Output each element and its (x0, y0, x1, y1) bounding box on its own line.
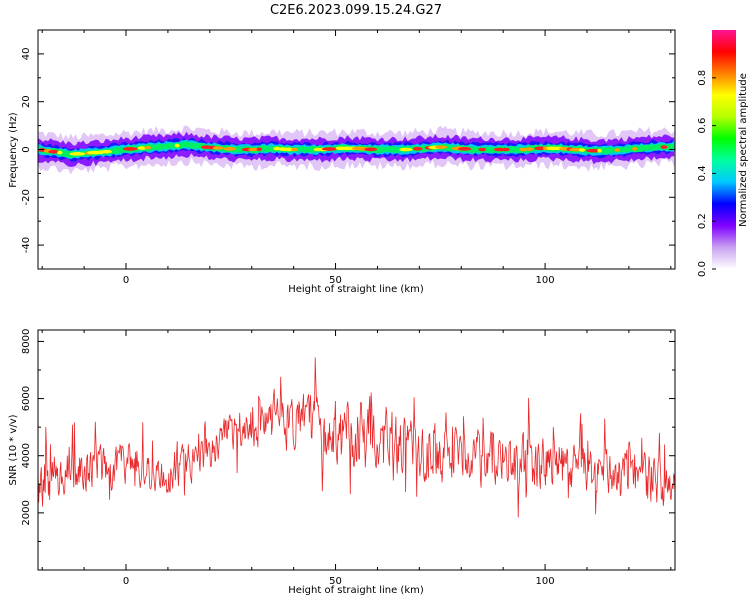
snr-ytick-label: 4000 (21, 443, 32, 468)
snr-ticks: 0 50 100 2000 4000 6000 8000 (21, 329, 675, 587)
snr-panel: 0 50 100 2000 4000 6000 8000 Height of straigh… (8, 329, 676, 596)
colorbar-tick-label: 0.8 (697, 70, 708, 86)
spectrogram-hotspot (223, 147, 237, 151)
spectrogram-hotspot (212, 146, 224, 150)
spectrogram-ytick-label: 0 (21, 146, 32, 152)
spectrogram-hotspot (122, 147, 138, 151)
spectrogram-ytick-label: -40 (21, 237, 32, 253)
spectrogram-hotspot (478, 147, 487, 152)
spectrogram-hotspot (632, 146, 638, 151)
colorbar-label: Normalized spectral amplitude (738, 73, 749, 227)
spectrogram-band (38, 125, 675, 175)
spectrogram-hotspot (614, 148, 621, 152)
snr-xtick-label: 0 (123, 576, 129, 587)
snr-xlabel: Height of straight line (km) (288, 585, 424, 596)
colorbar-gradient (712, 30, 736, 269)
spectrogram-hotspot (248, 147, 259, 152)
spectrogram-xtick-label: 0 (123, 275, 129, 286)
spectrogram-hotspot (137, 146, 147, 150)
spectrogram-hotspot (399, 147, 413, 152)
spectrogram-hotspot (57, 150, 63, 155)
spectrogram-hotspot (48, 149, 60, 154)
spectrogram-hotspot (435, 145, 448, 149)
spectrogram-ytick-label: -20 (21, 189, 32, 205)
spectrogram-hotspot (501, 147, 510, 152)
spectrogram-hotspot (364, 147, 378, 152)
snr-ytick-label: 6000 (21, 386, 32, 411)
colorbar-tick-label: 0.6 (697, 118, 708, 134)
spectrogram-hotspot (321, 147, 338, 151)
snr-frame (37, 329, 676, 571)
snr-ytick-label: 2000 (21, 500, 32, 525)
snr-plot-area (38, 330, 675, 570)
spectrogram-hotspot (597, 148, 602, 153)
spectrogram-xtick-label: 100 (536, 275, 555, 286)
spectrogram-xtick-label: 50 (329, 275, 342, 286)
colorbar: 0.0 0.2 0.4 0.6 0.8 Normalized spectral ampl… (697, 30, 749, 277)
colorbar-tick-label: 0.0 (697, 261, 708, 277)
spectrogram-hotspot (290, 147, 299, 152)
spectrogram-ytick-label: 20 (21, 95, 32, 108)
spectrogram-ticks: 0 50 100 -40 -20 0 20 40 (21, 29, 675, 286)
colorbar-tick-label: 0.2 (697, 213, 708, 229)
spectrogram-hotspot (660, 145, 668, 149)
spectrogram-panel: 0 50 100 -40 -20 0 20 40 Height of straight lin… (8, 29, 676, 295)
spectrogram-hotspot (69, 152, 86, 156)
snr-xtick-label: 50 (329, 576, 342, 587)
spectrogram-hotspot (144, 145, 152, 150)
snr-xtick-label: 100 (536, 576, 555, 587)
spectrogram-hotspot (457, 147, 472, 151)
snr-ytick-label: 8000 (21, 329, 32, 354)
spectrogram-hotspot (101, 149, 113, 154)
colorbar-ticks: 0.0 0.2 0.4 0.6 0.8 (697, 70, 716, 277)
figure-title: C2E6.2023.099.15.24.G27 (270, 3, 442, 18)
spectrogram-hotspot (586, 148, 602, 153)
colorbar-tick-label: 0.4 (697, 165, 708, 181)
spectrogram-hotspot (256, 147, 263, 152)
snr-series-line (38, 357, 675, 518)
spectrogram-hotspot (524, 147, 534, 151)
spectrogram-ylabel: Frequency (Hz) (8, 112, 19, 188)
spectrogram-ytick-label: 40 (21, 48, 32, 61)
spectrogram-hotspot (174, 143, 180, 148)
spectrogram-hotspot (412, 146, 423, 151)
snr-ylabel: SNR (10 * v/v) (8, 414, 19, 485)
spectrogram-xlabel: Height of straight line (km) (288, 284, 424, 295)
spectrogram-hotspot (578, 148, 586, 152)
